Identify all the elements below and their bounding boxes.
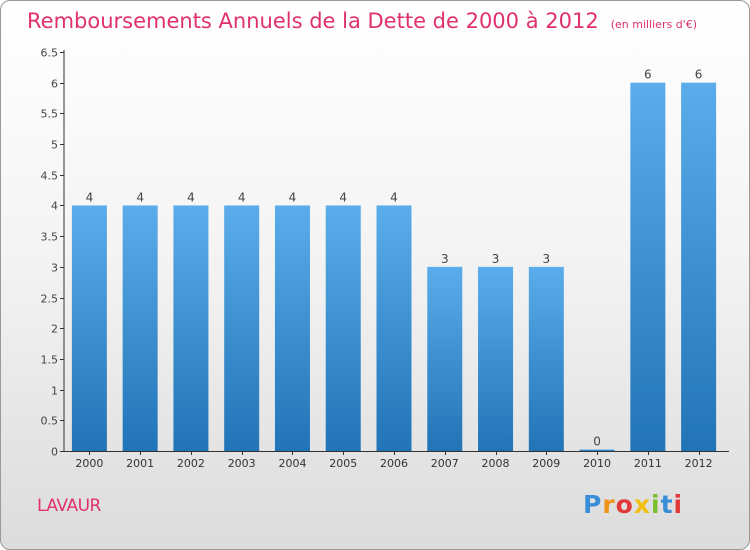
bar-2006 — [376, 205, 412, 451]
y-tick-label: 3.5 — [41, 231, 59, 244]
logo-letter: i — [673, 490, 684, 519]
y-tick-label: 5 — [51, 139, 58, 152]
y-tick-label: 3 — [51, 262, 58, 275]
data-label: 4 — [86, 190, 94, 204]
city-name: LAVAUR — [37, 496, 101, 516]
data-label: 6 — [695, 68, 703, 82]
logo-letter: x — [633, 490, 651, 519]
data-label: 0 — [593, 435, 601, 449]
proxiti-logo: Proxiti — [583, 490, 683, 519]
data-label: 4 — [339, 190, 347, 204]
bar-2009 — [528, 266, 564, 451]
bar-2012 — [681, 82, 717, 451]
chart-subtitle: (en milliers d'€) — [610, 18, 697, 31]
data-label: 3 — [492, 252, 500, 266]
bar-2007 — [427, 266, 463, 451]
bar-2008 — [478, 266, 514, 451]
bar-2002 — [173, 205, 209, 451]
logo-letter: o — [615, 490, 634, 519]
bars-group: 4 4 4 4 4 4 4 3 3 3 0 6 6 — [71, 68, 717, 451]
x-tick-label: 2005 — [329, 457, 357, 470]
x-tick-label: 2000 — [75, 457, 103, 470]
bar-2011 — [630, 82, 666, 451]
data-label: 4 — [390, 190, 398, 204]
chart-title: Remboursements Annuels de la Dette de 20… — [27, 9, 697, 33]
data-label: 4 — [238, 190, 246, 204]
x-tick-label: 2012 — [685, 457, 713, 470]
data-label: 6 — [644, 68, 652, 82]
x-tick-label: 2004 — [278, 457, 306, 470]
bar-2001 — [122, 205, 158, 451]
y-tick-label: 0.5 — [41, 415, 59, 428]
x-tick-label: 2009 — [532, 457, 560, 470]
y-tick-label: 5.5 — [41, 108, 59, 121]
x-tick-label: 2011 — [634, 457, 662, 470]
bar-2005 — [325, 205, 361, 451]
y-tick-label: 1 — [51, 385, 58, 398]
x-tick-label: 2006 — [380, 457, 408, 470]
x-tick-label: 2002 — [177, 457, 205, 470]
data-label: 3 — [441, 252, 449, 266]
y-tick-label: 2.5 — [41, 293, 59, 306]
bar-2010 — [579, 449, 615, 451]
y-tick-label: 1.5 — [41, 354, 59, 367]
x-tick-label: 2001 — [126, 457, 154, 470]
logo-letter: r — [602, 490, 616, 519]
bar-2004 — [274, 205, 310, 451]
data-label: 4 — [187, 190, 195, 204]
data-label: 4 — [289, 190, 297, 204]
y-tick-label: 0 — [51, 446, 58, 459]
bar-2003 — [224, 205, 260, 451]
axes-group: 0 0.5 1 1.5 2 2.5 3 3.5 4 4.5 5 5.5 6 6.5 2000 2001 2002… — [41, 47, 729, 470]
data-label: 3 — [542, 252, 550, 266]
x-tick-label: 2007 — [431, 457, 459, 470]
logo-letter: t — [660, 490, 674, 519]
y-tick-label: 2 — [51, 323, 58, 336]
data-label: 4 — [136, 190, 144, 204]
y-tick-label: 6 — [51, 78, 58, 91]
title-text: Remboursements Annuels de la Dette de 20… — [27, 9, 599, 33]
logo-letter: i — [651, 490, 661, 519]
bar-2000 — [71, 205, 107, 451]
x-tick-label: 2010 — [583, 457, 611, 470]
x-tick-label: 2003 — [228, 457, 256, 470]
logo-letter: P — [583, 490, 603, 519]
y-tick-label: 4.5 — [41, 170, 59, 183]
y-tick-label: 4 — [51, 200, 58, 213]
y-tick-label: 6.5 — [41, 47, 59, 60]
x-tick-label: 2008 — [482, 457, 510, 470]
